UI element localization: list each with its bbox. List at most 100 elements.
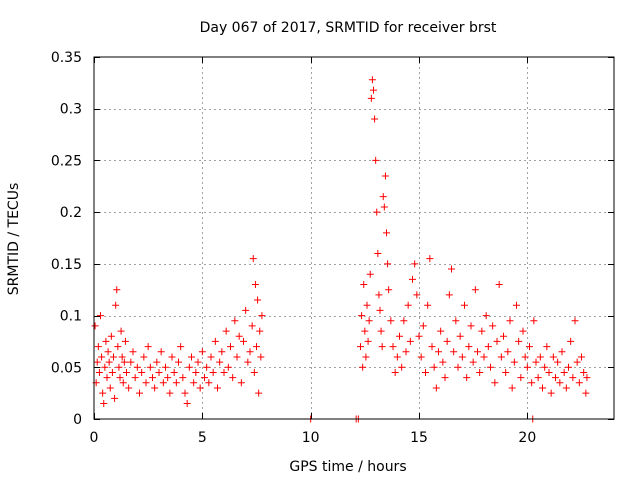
data-point <box>376 306 384 314</box>
data-point <box>110 353 117 361</box>
data-point <box>387 317 395 325</box>
data-point <box>513 301 520 309</box>
data-point <box>209 368 217 376</box>
data-point <box>144 343 152 351</box>
data-point <box>458 353 466 361</box>
data-point <box>121 337 129 345</box>
data-point <box>218 348 226 356</box>
data-point <box>102 337 110 345</box>
data-point <box>179 374 187 382</box>
data-point <box>373 208 381 216</box>
data-point <box>443 337 451 345</box>
y-tick-label: 0.25 <box>51 153 82 169</box>
data-point <box>227 343 234 351</box>
data-point <box>474 348 481 356</box>
data-point <box>398 363 406 371</box>
data-point <box>207 353 215 361</box>
data-point <box>251 281 259 289</box>
data-point <box>119 379 127 387</box>
data-point <box>103 374 111 382</box>
data-point <box>569 374 577 382</box>
data-point <box>471 286 479 294</box>
data-point <box>378 343 386 351</box>
data-point <box>536 353 544 361</box>
data-point <box>476 368 484 376</box>
data-point <box>98 353 106 361</box>
data-point <box>146 363 154 371</box>
data-point <box>185 363 193 371</box>
data-point <box>456 332 464 340</box>
data-point <box>101 363 109 371</box>
data-point <box>166 389 174 397</box>
data-point <box>94 343 102 351</box>
data-point <box>393 353 401 361</box>
data-point <box>554 358 562 366</box>
data-point <box>573 358 581 366</box>
data-point <box>417 353 425 361</box>
data-point <box>370 86 377 94</box>
data-point <box>95 368 103 376</box>
data-point <box>113 286 121 294</box>
data-point <box>539 384 546 392</box>
data-point <box>463 374 471 382</box>
data-point <box>357 343 364 351</box>
data-point <box>253 343 260 351</box>
data-point <box>257 353 265 361</box>
data-point <box>256 327 264 335</box>
data-point <box>517 374 525 382</box>
data-point <box>93 358 101 366</box>
y-tick-label: 0.2 <box>60 205 82 221</box>
data-point <box>562 384 570 392</box>
data-point <box>258 312 266 320</box>
data-point <box>422 368 429 376</box>
data-point <box>214 384 221 392</box>
data-point <box>157 348 165 356</box>
data-point <box>432 384 440 392</box>
data-point <box>104 348 112 356</box>
data-point <box>237 379 245 387</box>
data-point <box>118 353 126 361</box>
data-point <box>502 368 510 376</box>
data-point <box>381 172 389 180</box>
data-point <box>248 322 256 330</box>
data-point <box>246 348 254 356</box>
data-point <box>487 363 494 371</box>
data-point <box>133 363 141 371</box>
data-point <box>491 379 499 387</box>
data-point <box>363 301 371 309</box>
data-point <box>131 374 139 382</box>
data-point <box>583 374 591 382</box>
data-point <box>99 389 107 397</box>
data-point <box>500 332 507 340</box>
data-point <box>100 399 108 407</box>
data-point <box>142 379 150 387</box>
data-point <box>383 229 390 237</box>
plot-border <box>93 56 615 420</box>
data-point <box>379 193 387 201</box>
data-point <box>250 368 258 376</box>
data-point <box>384 260 392 268</box>
data-point <box>358 312 366 320</box>
data-point <box>435 348 442 356</box>
data-point <box>441 374 449 382</box>
x-tick-label: 10 <box>302 430 320 446</box>
data-point <box>575 379 583 387</box>
data-point <box>181 389 189 397</box>
data-point <box>400 317 408 325</box>
data-point <box>437 327 445 335</box>
data-point <box>255 389 263 397</box>
x-tick-label: 0 <box>90 430 99 446</box>
y-tick-label: 0.3 <box>60 102 82 118</box>
data-point <box>480 353 488 361</box>
data-point <box>111 394 119 402</box>
data-point <box>117 327 125 335</box>
axis-ticks: 0 5 10 15 20 0 0.05 0.1 0.15 0.2 0.25 0.3 0.35 <box>51 50 614 446</box>
data-point <box>571 317 579 325</box>
data-point <box>439 358 447 366</box>
data-point <box>547 389 555 397</box>
data-point <box>362 353 370 361</box>
data-point <box>560 368 568 376</box>
data-point <box>372 156 380 164</box>
data-point <box>445 291 453 299</box>
